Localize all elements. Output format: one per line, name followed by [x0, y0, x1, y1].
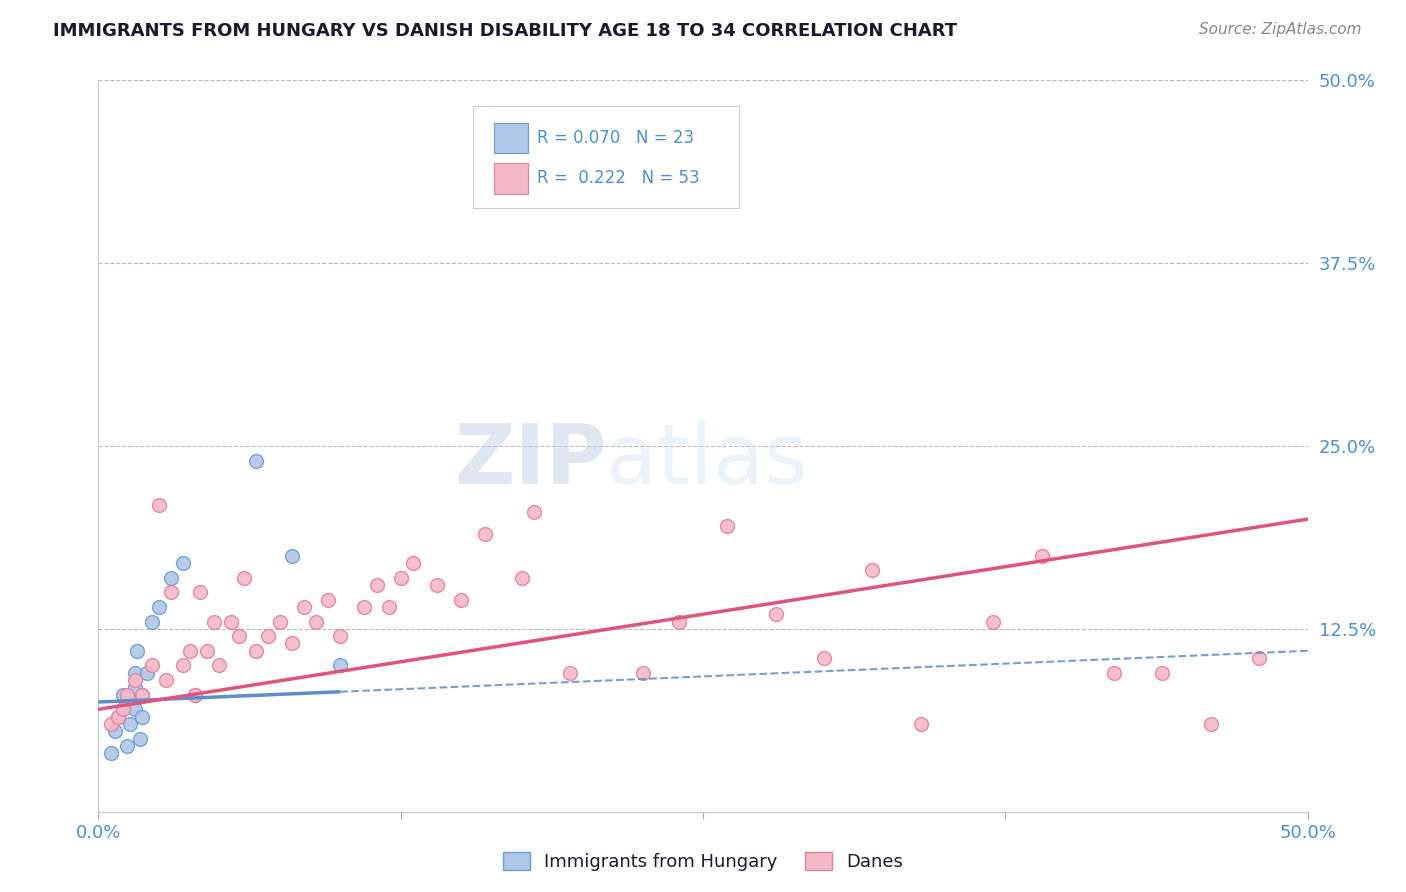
Point	[329, 658, 352, 673]
Point	[256, 629, 278, 643]
Point	[366, 578, 388, 592]
Point	[426, 578, 449, 592]
Point	[813, 651, 835, 665]
Point	[172, 658, 194, 673]
Point	[148, 498, 170, 512]
Point	[221, 615, 243, 629]
Point	[595, 161, 617, 175]
Point	[232, 571, 254, 585]
Point	[1152, 665, 1174, 680]
Point	[245, 453, 267, 467]
Point	[1199, 717, 1222, 731]
Point	[765, 607, 787, 622]
Point	[208, 658, 231, 673]
Point	[716, 519, 738, 533]
Text: IMMIGRANTS FROM HUNGARY VS DANISH DISABILITY AGE 18 TO 34 CORRELATION CHART: IMMIGRANTS FROM HUNGARY VS DANISH DISABI…	[53, 22, 957, 40]
Point	[100, 717, 122, 731]
Point	[118, 717, 141, 731]
Point	[402, 556, 425, 570]
Point	[128, 731, 150, 746]
Point	[100, 746, 122, 760]
Point	[228, 629, 250, 643]
Point	[631, 665, 654, 680]
Point	[316, 592, 339, 607]
Text: R = 0.070   N = 23: R = 0.070 N = 23	[537, 129, 695, 147]
Point	[141, 658, 163, 673]
Point	[510, 571, 533, 585]
Point	[160, 585, 183, 599]
Point	[131, 688, 153, 702]
Text: Source: ZipAtlas.com: Source: ZipAtlas.com	[1198, 22, 1361, 37]
FancyBboxPatch shape	[494, 163, 527, 194]
Point	[281, 636, 304, 650]
Point	[124, 665, 146, 680]
Point	[179, 644, 201, 658]
Point	[474, 526, 496, 541]
Point	[141, 615, 163, 629]
Text: R =  0.222   N = 53: R = 0.222 N = 53	[537, 169, 700, 187]
Point	[124, 681, 146, 695]
Point	[160, 571, 183, 585]
Point	[127, 644, 149, 658]
Point	[1031, 549, 1053, 563]
Point	[389, 571, 412, 585]
Point	[124, 673, 146, 687]
Point	[450, 592, 472, 607]
Point	[188, 585, 211, 599]
Point	[117, 739, 139, 753]
Point	[155, 673, 177, 687]
Point	[131, 709, 153, 723]
Point	[292, 599, 315, 614]
FancyBboxPatch shape	[474, 106, 740, 209]
Point	[910, 717, 932, 731]
Point	[111, 702, 134, 716]
Point	[668, 615, 690, 629]
Point	[117, 688, 139, 702]
Point	[1249, 651, 1271, 665]
Point	[131, 688, 153, 702]
Point	[329, 629, 352, 643]
Point	[1102, 665, 1125, 680]
Point	[353, 599, 375, 614]
Point	[148, 599, 170, 614]
Point	[135, 665, 157, 680]
Point	[195, 644, 218, 658]
Text: atlas: atlas	[606, 420, 808, 501]
Legend: Immigrants from Hungary, Danes: Immigrants from Hungary, Danes	[495, 846, 911, 879]
Point	[981, 615, 1004, 629]
Point	[377, 599, 399, 614]
Text: ZIP: ZIP	[454, 420, 606, 501]
FancyBboxPatch shape	[494, 123, 527, 153]
Point	[107, 709, 129, 723]
Point	[104, 724, 127, 739]
Point	[305, 615, 328, 629]
Point	[204, 615, 226, 629]
Point	[523, 505, 546, 519]
Point	[172, 556, 194, 570]
Point	[124, 702, 146, 716]
Point	[558, 665, 581, 680]
Point	[245, 644, 267, 658]
Point	[184, 688, 207, 702]
Point	[111, 688, 134, 702]
Point	[269, 615, 291, 629]
Point	[107, 709, 129, 723]
Point	[860, 563, 883, 577]
Point	[184, 688, 207, 702]
Point	[281, 549, 304, 563]
Point	[111, 702, 134, 716]
